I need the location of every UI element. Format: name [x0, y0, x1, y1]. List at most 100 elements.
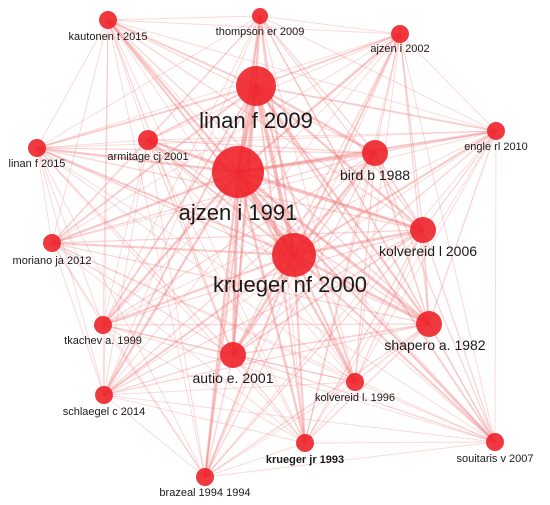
node-linan-2015[interactable] [28, 139, 46, 157]
edge-shapero-1982-kolvereid-1996 [354, 323, 430, 383]
edge-bird-1988-engle-2010 [374, 130, 497, 154]
edge-ajzen-1991-linan-2015 [35, 146, 240, 174]
edge-linan-2009-kautonen-2015 [107, 19, 257, 87]
edge-linan-2009-ajzen-2002 [255, 33, 401, 87]
node-engle-2010[interactable] [487, 122, 505, 140]
node-bird-1988[interactable] [362, 140, 388, 166]
edge-armitage-2001-moriano-2012 [51, 139, 149, 244]
edge-linan-2015-moriano-2012 [36, 147, 53, 244]
edge-kautonen-2015-moriano-2012 [51, 19, 109, 244]
edge-shapero-1982-krueger-1993 [304, 323, 430, 444]
edge-autio-2001-armitage-2001 [147, 139, 234, 356]
node-tkachev-1999[interactable] [94, 316, 112, 334]
edge-shapero-1982-brazeal-1994 [204, 323, 430, 478]
edge-ajzen-1991-souitaris-2007 [236, 170, 497, 444]
edge-engle-2010-krueger-1993 [304, 130, 497, 444]
edge-thompson-2009-ajzen-2002 [259, 15, 401, 35]
edge-shapero-1982-tkachev-1999 [102, 323, 430, 326]
edge-thompson-2009-armitage-2001 [147, 15, 261, 141]
node-ajzen-1991[interactable] [212, 146, 264, 198]
edge-bird-1988-shapero-1982 [374, 152, 430, 325]
edge-ajzen-1991-krueger-1993 [236, 170, 307, 445]
edge-bird-1988-linan-2015 [36, 147, 376, 154]
edge-bird-1988-kolvereid-2006 [374, 152, 424, 231]
node-label-krueger-2000: krueger nf 2000 [213, 272, 367, 297]
edge-kautonen-2015-souitaris-2007 [107, 19, 496, 443]
node-label-kolvereid-1996: kolvereid l. 1996 [315, 392, 395, 404]
node-armitage-2001[interactable] [138, 130, 158, 150]
edge-armitage-2001-souitaris-2007 [147, 139, 496, 443]
edge-thompson-2009-schlaegel-2014 [103, 15, 261, 396]
node-label-kautonen-2015: kautonen t 2015 [69, 31, 148, 43]
edge-ajzen-2002-krueger-1993 [304, 33, 401, 444]
edge-layer [35, 14, 498, 479]
edge-kolvereid-2006-brazeal-1994 [204, 229, 424, 478]
edge-shapero-1982-moriano-2012 [51, 242, 430, 325]
edge-shapero-1982-souitaris-2007 [428, 323, 496, 443]
edge-autio-2001-engle-2010 [232, 130, 497, 356]
edge-kautonen-2015-engle-2010 [107, 19, 497, 132]
edge-engle-2010-moriano-2012 [51, 130, 497, 244]
edge-kolvereid-2006-kautonen-2015 [107, 19, 424, 231]
edge-ajzen-2002-moriano-2012 [51, 33, 401, 244]
node-kautonen-2015[interactable] [99, 11, 117, 29]
edge-ajzen-2002-kolvereid-1996 [354, 33, 401, 383]
node-kolvereid-1996[interactable] [346, 373, 364, 391]
edge-linan-2015-brazeal-1994 [36, 147, 206, 478]
edge-kolvereid-2006-schlaegel-2014 [103, 229, 424, 396]
edge-kolvereid-2006-kolvereid-1996 [354, 229, 424, 383]
edge-bird-1988-armitage-2001 [147, 139, 376, 154]
edge-linan-2009-armitage-2001 [147, 85, 257, 141]
node-souitaris-2007[interactable] [486, 433, 504, 451]
edge-linan-2009-krueger-2000 [254, 84, 296, 257]
edge-shapero-1982-schlaegel-2014 [103, 323, 430, 396]
edge-moriano-2012-kolvereid-1996 [51, 242, 356, 383]
node-brazeal-1994[interactable] [196, 468, 214, 486]
node-thompson-2009[interactable] [252, 8, 268, 24]
node-label-tkachev-1999: tkachev a. 1999 [64, 335, 142, 347]
edge-thompson-2009-engle-2010 [259, 15, 497, 132]
edge-autio-2001-moriano-2012 [51, 242, 234, 356]
edge-linan-2009-autio-2001 [231, 84, 258, 357]
edge-bird-1988-moriano-2012 [51, 152, 376, 244]
edge-kolvereid-1996-brazeal-1994 [204, 381, 356, 478]
edge-autio-2001-brazeal-1994 [204, 354, 234, 478]
edge-krueger-2000-schlaegel-2014 [102, 253, 296, 397]
edge-kolvereid-2006-thompson-2009 [259, 15, 424, 231]
edge-krueger-2000-linan-2015 [35, 146, 296, 257]
node-label-moriano-2012: moriano ja 2012 [13, 255, 92, 267]
edge-autio-2001-ajzen-2002 [232, 33, 401, 356]
edge-linan-2009-tkachev-1999 [102, 85, 257, 326]
edge-engle-2010-tkachev-1999 [102, 130, 497, 326]
edge-kautonen-2015-thompson-2009 [107, 15, 261, 21]
edge-armitage-2001-kolvereid-1996 [147, 139, 356, 383]
node-autio-2001[interactable] [220, 342, 246, 368]
node-label-souitaris-2007: souitaris v 2007 [456, 453, 533, 465]
node-shapero-1982[interactable] [416, 311, 442, 337]
node-label-autio-2001: autio e. 2001 [193, 370, 274, 386]
edge-krueger-2000-ajzen-2002 [292, 32, 402, 257]
edge-shapero-1982-thompson-2009 [259, 15, 430, 325]
node-label-schlaegel-2014: schlaegel c 2014 [63, 406, 146, 418]
edge-linan-2009-kolvereid-1996 [255, 85, 356, 383]
node-moriano-2012[interactable] [43, 234, 61, 252]
edge-krueger-2000-brazeal-1994 [203, 253, 296, 479]
edge-thompson-2009-kolvereid-1996 [259, 15, 356, 383]
edge-kolvereid-2006-tkachev-1999 [102, 229, 424, 326]
node-krueger-2000[interactable] [272, 233, 316, 277]
node-kolvereid-2006[interactable] [410, 217, 436, 243]
node-linan-2009[interactable] [236, 66, 276, 106]
node-ajzen-2002[interactable] [391, 25, 409, 43]
label-layer: ajzen i 1991 linan f 2009 krueger nf 2000 b… [9, 26, 534, 499]
edge-ajzen-1991-kolvereid-1996 [236, 170, 357, 384]
node-krueger-1993[interactable] [296, 434, 314, 452]
edge-linan-2009-kolvereid-2006 [254, 84, 425, 232]
edge-bird-1988-brazeal-1994 [204, 152, 376, 478]
edge-tkachev-1999-krueger-1993 [102, 324, 306, 444]
edge-krueger-2000-tkachev-1999 [101, 253, 296, 327]
edge-bird-1988-tkachev-1999 [102, 152, 376, 326]
edge-bird-1988-souitaris-2007 [374, 152, 496, 443]
node-schlaegel-2014[interactable] [95, 386, 113, 404]
edge-linan-2009-souitaris-2007 [255, 85, 496, 443]
edge-linan-2009-bird-1988 [254, 84, 377, 155]
